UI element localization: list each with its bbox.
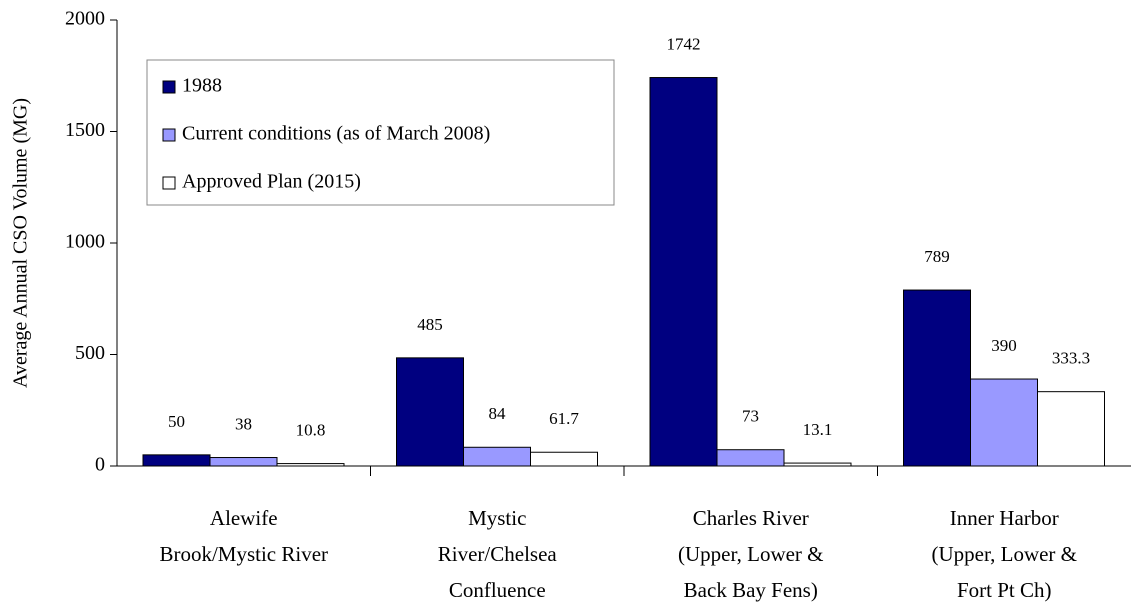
x-tick-label: Back Bay Fens) xyxy=(684,578,818,602)
y-tick-label: 0 xyxy=(95,454,105,476)
x-tick-label: River/Chelsea xyxy=(438,542,558,566)
bar xyxy=(783,462,852,467)
legend-swatch xyxy=(162,128,176,142)
x-tick-label: Inner Harbor xyxy=(950,506,1059,530)
y-axis-label: Average Annual CSO Volume (MG) xyxy=(10,98,32,388)
bar xyxy=(649,77,718,467)
legend-label: Current conditions (as of March 2008) xyxy=(182,123,490,145)
bar xyxy=(530,451,598,467)
value-label: 38 xyxy=(235,414,252,433)
bar xyxy=(209,457,278,467)
y-tick-label: 2000 xyxy=(65,8,105,30)
value-label: 333.3 xyxy=(1052,349,1090,368)
value-label: 73 xyxy=(742,407,759,426)
x-tick-label: Alewife xyxy=(210,506,278,530)
bar xyxy=(716,449,785,467)
bar xyxy=(142,454,211,467)
y-tick-label: 500 xyxy=(75,342,105,364)
value-label: 13.1 xyxy=(803,420,833,439)
x-tick-label: (Upper, Lower & xyxy=(678,542,824,566)
legend-swatch xyxy=(162,176,176,190)
value-label: 50 xyxy=(168,412,185,431)
bar xyxy=(970,378,1038,467)
y-tick-label: 1500 xyxy=(65,119,105,141)
bar xyxy=(903,289,971,467)
x-tick-label: Fort Pt Ch) xyxy=(957,578,1052,602)
value-label: 390 xyxy=(991,336,1017,355)
bar xyxy=(1037,391,1105,467)
legend-box xyxy=(146,59,615,206)
bar xyxy=(276,463,345,467)
y-tick-label: 1000 xyxy=(65,231,105,253)
x-tick-label: (Upper, Lower & xyxy=(931,542,1077,566)
legend-label: Approved Plan (2015) xyxy=(182,171,361,193)
value-label: 84 xyxy=(489,404,507,423)
value-label: 1742 xyxy=(667,34,701,53)
value-label: 61.7 xyxy=(549,409,579,428)
bar xyxy=(463,446,531,467)
x-tick-label: Charles River xyxy=(693,506,809,530)
value-label: 10.8 xyxy=(296,420,326,439)
value-label: 485 xyxy=(417,315,443,334)
bar xyxy=(396,357,464,467)
legend-label: 1988 xyxy=(182,75,222,97)
x-tick-label: Confluence xyxy=(449,578,546,602)
value-label: 789 xyxy=(924,247,950,266)
x-tick-label: Mystic xyxy=(468,506,526,530)
x-tick-label: Brook/Mystic River xyxy=(159,542,328,566)
legend-swatch xyxy=(162,80,176,94)
